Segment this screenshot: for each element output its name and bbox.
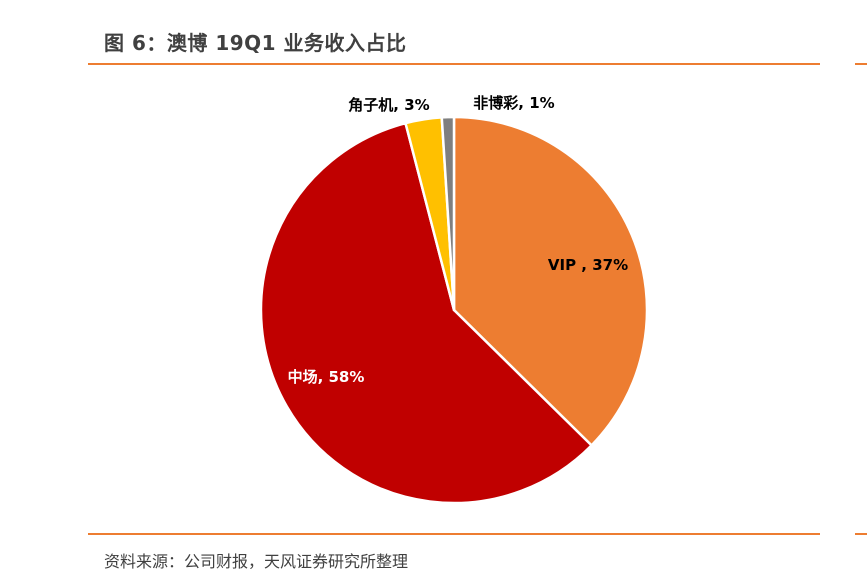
pie-slice-3	[440, 115, 456, 312]
source-note: 资料来源：公司财报，天风证券研究所整理	[104, 552, 409, 571]
pie-labels: VIP , 37% 中场, 58% 角子机, 3% 非博彩, 1%	[288, 94, 629, 386]
pie-slice-label-0: VIP , 37%	[548, 256, 628, 274]
source-divider	[88, 533, 820, 535]
pie-slice-label-3: 非博彩, 1%	[473, 94, 554, 112]
source-divider-stub	[855, 533, 867, 535]
pie-slice-1	[259, 121, 593, 505]
title-divider-stub	[855, 63, 867, 65]
pie-slices	[259, 115, 649, 505]
pie-slice-0	[452, 115, 649, 447]
title-divider	[88, 63, 820, 65]
figure-title: 图 6：澳博 19Q1 业务收入占比	[104, 31, 407, 55]
pie-slice-label-2: 角子机, 3%	[348, 96, 429, 114]
pie-slice-label-1: 中场, 58%	[288, 368, 365, 386]
